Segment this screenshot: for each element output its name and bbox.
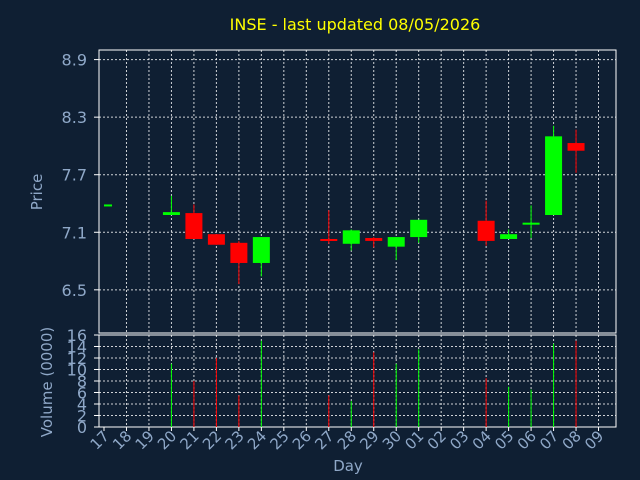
volume-tick-label: 4 xyxy=(77,395,87,414)
volume-tick-label: 6 xyxy=(77,384,87,403)
volume-tick-label: 16 xyxy=(67,326,87,345)
candle-body xyxy=(387,237,405,247)
candle-body xyxy=(545,136,563,216)
volume-panel xyxy=(98,334,617,428)
candle-body xyxy=(567,143,585,151)
candle-body xyxy=(252,237,270,263)
x-tick-labels: 1718192021222324252627282930010203040506… xyxy=(87,427,607,453)
price-tick-label: 7.1 xyxy=(62,223,87,242)
candle-body xyxy=(342,230,360,244)
volume-tick-label: 12 xyxy=(67,349,87,368)
candle-body xyxy=(522,222,540,225)
price-tick-label: 7.7 xyxy=(62,166,87,185)
candles xyxy=(104,125,585,285)
candle-body xyxy=(185,213,203,239)
x-tick-label: 09 xyxy=(581,427,607,453)
volume-tick-label: 0 xyxy=(77,418,87,437)
candle-body xyxy=(477,220,495,241)
x-axis-label: Day xyxy=(333,457,363,475)
price-tick-labels: 6.5 7.1 7.7 8.3 8.9 xyxy=(62,51,99,300)
volume-tick-label: 8 xyxy=(77,372,87,391)
price-tick-label: 8.9 xyxy=(62,51,87,70)
volume-tick-label: 2 xyxy=(77,407,87,426)
chart-title: INSE - last updated 08/05/2026 xyxy=(230,15,481,34)
price-panel xyxy=(98,49,617,334)
volume-tick-label: 10 xyxy=(67,361,87,380)
candle-body xyxy=(365,238,383,241)
candle-body xyxy=(230,242,248,263)
candle-body xyxy=(410,219,428,238)
volume-axis-label: Volume (0000) xyxy=(38,327,56,437)
candle-body xyxy=(162,212,180,216)
volume-bars xyxy=(170,340,577,427)
candle-body xyxy=(104,204,112,207)
candle-body xyxy=(500,234,518,239)
volume-tick-label: 14 xyxy=(67,338,87,357)
price-axis-label: Price xyxy=(28,174,46,211)
price-tick-label: 6.5 xyxy=(62,281,87,300)
candle-body xyxy=(320,238,338,241)
price-grid xyxy=(99,50,616,333)
price-tick-label: 8.3 xyxy=(62,108,87,127)
candle-body xyxy=(207,234,225,245)
